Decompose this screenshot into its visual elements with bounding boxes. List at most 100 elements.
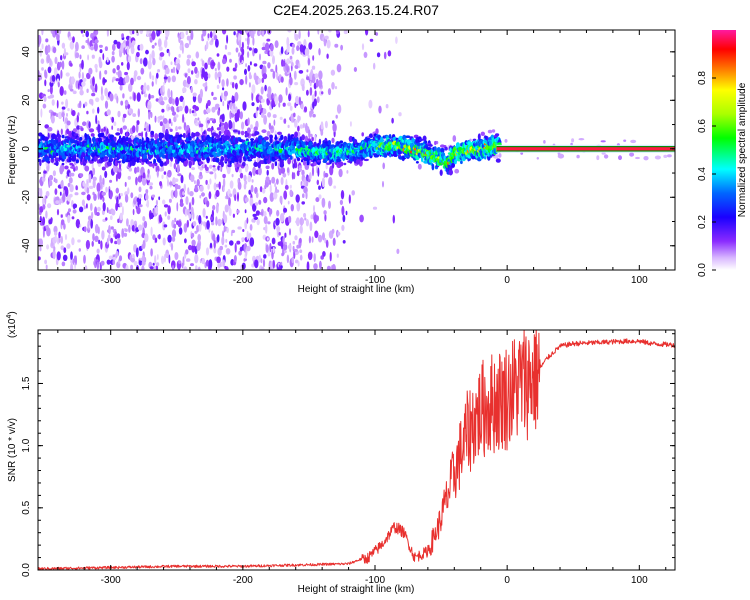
spectral-noise-cell <box>162 237 166 246</box>
spectral-ridge-cell <box>211 132 217 137</box>
spectral-noise-cell <box>103 79 107 83</box>
spectral-noise-cell <box>258 254 261 263</box>
spectral-noise-cell <box>54 56 58 65</box>
spectral-noise-cell <box>136 92 141 102</box>
spectral-noise-cell <box>130 46 135 55</box>
spectral-noise-cell <box>201 60 205 67</box>
spectral-noise-cell <box>139 43 144 51</box>
spectral-noise-cell <box>72 209 77 214</box>
spectral-noise-cell <box>91 211 94 220</box>
spectral-noise-cell <box>315 78 319 88</box>
spectral-ridge-cell <box>300 159 304 163</box>
spectral-noise-cell <box>233 102 236 110</box>
spectral-noise-cell <box>118 255 123 262</box>
spectral-noise-cell <box>171 236 176 242</box>
spectral-noise-cell <box>40 58 45 64</box>
spectral-noise-cell <box>208 191 212 200</box>
spectral-noise-cell <box>61 112 65 118</box>
spectral-noise-cell <box>148 182 154 186</box>
spectral-noise-cell <box>269 242 272 253</box>
spectral-noise-cell <box>301 218 305 225</box>
spectral-noise-cell <box>311 136 314 142</box>
spectral-noise-cell <box>309 80 312 87</box>
spectral-noise-cell <box>152 57 156 66</box>
spectral-noise-cell <box>99 174 102 185</box>
spectral-noise-cell <box>323 38 327 47</box>
spectral-ridge-cell <box>250 138 255 141</box>
spectral-noise-cell <box>191 61 196 67</box>
spectral-noise-cell <box>284 184 289 190</box>
spectral-noise-cell <box>263 211 267 217</box>
spectral-noise-cell <box>167 178 169 187</box>
spectral-ridge-cell <box>101 150 106 158</box>
spectral-noise-cell <box>162 199 166 205</box>
spectral-noise-cell <box>221 92 223 100</box>
spectral-noise-cell <box>276 226 281 232</box>
spectral-noise-cell <box>288 93 292 102</box>
spectral-noise-cell <box>189 191 194 197</box>
spectral-noise-cell <box>286 36 290 47</box>
spectral-noise-cell <box>86 194 91 201</box>
spectral-noise-cell <box>133 92 136 102</box>
spectral-noise-cell <box>128 167 132 172</box>
spectral-ridge-cell <box>415 161 419 164</box>
spectral-noise-cell <box>130 77 134 86</box>
spectral-noise-cell <box>223 121 229 131</box>
spectral-noise-cell <box>292 43 295 48</box>
spectral-noise-cell <box>260 258 263 264</box>
spectral-noise-cell <box>271 176 276 184</box>
spectral-noise-cell <box>131 125 136 133</box>
spectral-noise-cell <box>71 216 75 220</box>
spectral-noise-cell <box>177 220 182 228</box>
spectral-noise-cell <box>259 186 263 193</box>
spectral-noise-cell <box>322 251 326 257</box>
spectral-noise-cell <box>119 202 123 208</box>
spectral-noise-cell <box>301 169 305 176</box>
spectral-noise-cell <box>272 55 275 65</box>
spectral-noise-cell <box>263 114 267 125</box>
spectral-noise-cell <box>239 79 244 86</box>
spectral-noise-cell <box>231 229 236 234</box>
spectral-noise-cell <box>171 229 177 238</box>
spectral-noise-cell <box>305 180 309 187</box>
spectral-noise-cell <box>167 205 171 215</box>
spectral-noise-cell <box>341 224 345 231</box>
spectral-ridge-cell <box>228 131 231 137</box>
spectral-noise-cell <box>106 109 112 116</box>
spectral-noise-cell <box>155 206 159 214</box>
colorbar-tick-label: 0.2 <box>697 215 708 229</box>
spectral-noise-cell <box>75 185 78 191</box>
spectral-noise-cell <box>310 214 314 220</box>
spectral-ridge-cell <box>428 144 433 147</box>
spectral-noise-cell <box>238 39 242 49</box>
spectral-noise-cell <box>109 179 113 183</box>
spectral-ridge-cell <box>39 160 42 167</box>
spectral-noise-cell <box>81 45 85 49</box>
spectral-noise-cell <box>79 54 82 60</box>
spectral-noise-cell <box>211 209 214 218</box>
spectral-ridge-cell <box>61 134 65 139</box>
spectral-noise-cell <box>268 179 272 186</box>
spectral-ridge-cell <box>60 128 63 135</box>
spectral-noise-cell <box>116 233 121 239</box>
spectral-noise-cell <box>197 266 201 270</box>
spectral-noise-cell <box>348 194 351 204</box>
spectral-noise-cell <box>88 185 94 190</box>
spectral-ridge-cell <box>417 163 422 170</box>
spectral-noise-cell <box>244 197 249 203</box>
spectral-noise-cell <box>242 101 247 111</box>
spectral-noise-cell <box>233 31 236 36</box>
spectral-noise-cell <box>126 45 129 55</box>
spectral-ridge-cell <box>212 165 216 168</box>
spectral-noise-cell <box>180 31 185 39</box>
spectral-ridge-cell <box>150 130 155 135</box>
spectral-noise-cell <box>60 164 65 173</box>
spectral-ridge-cell <box>355 158 361 165</box>
spectral-noise-cell <box>316 179 319 185</box>
spectral-noise-cell <box>231 96 236 104</box>
spectral-noise-cell <box>116 64 120 71</box>
spectral-noise-cell <box>115 187 120 194</box>
spectral-ridge-cell <box>491 129 496 133</box>
spectral-noise-cell <box>133 260 138 266</box>
spectral-noise-cell <box>262 60 267 65</box>
